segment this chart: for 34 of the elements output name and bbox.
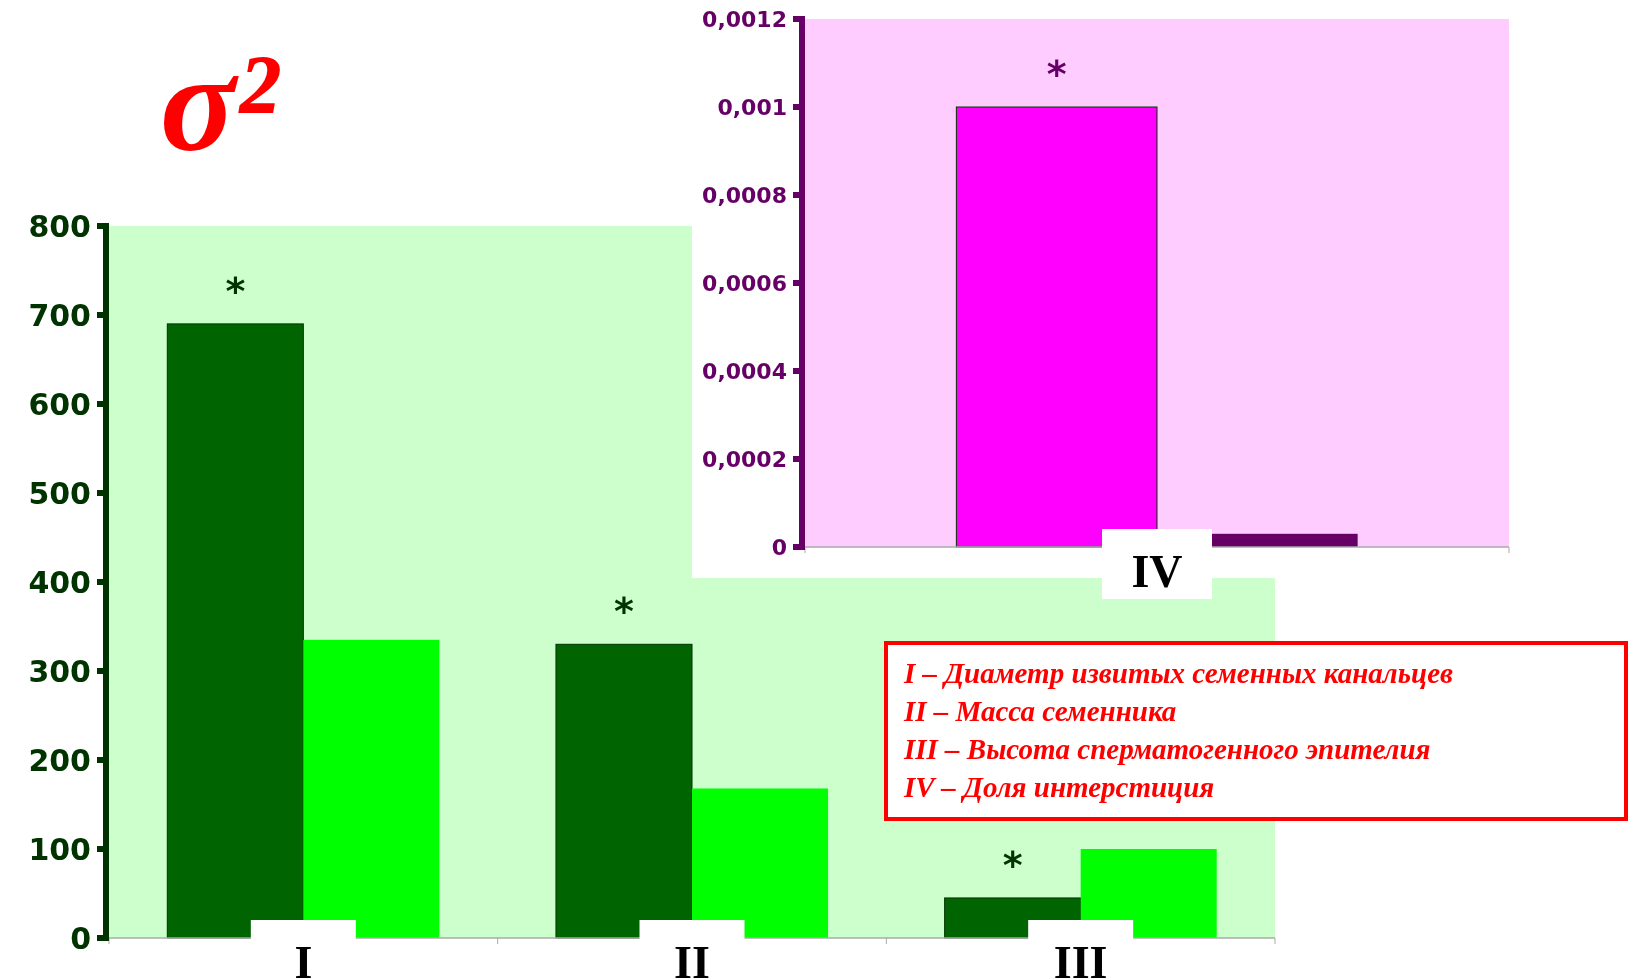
annotation: *: [1002, 842, 1023, 887]
y-tick-label: 100: [28, 831, 91, 867]
y-tick-label: 0,0012: [702, 6, 787, 32]
x-tick-label: II: [674, 937, 710, 978]
annotation: *: [1046, 52, 1067, 96]
bar: [1080, 849, 1217, 938]
bar: [303, 639, 440, 938]
x-tick-label: I: [294, 937, 313, 978]
bar: [166, 323, 304, 939]
x-tick-label: III: [1053, 937, 1108, 978]
y-tick-label: 0: [70, 920, 91, 956]
y-tick-label: 0,0006: [702, 270, 787, 296]
y-tick-label: 300: [28, 653, 91, 689]
annotation: IV – Доля интерстиция: [903, 771, 1215, 803]
annotation: *: [225, 268, 246, 313]
y-tick-label: 0,0004: [702, 358, 787, 384]
y-tick-label: 200: [28, 742, 91, 778]
bar: [555, 643, 693, 939]
chart-title: σ²: [160, 25, 281, 180]
y-tick-label: 700: [28, 297, 91, 333]
annotation: *: [614, 589, 635, 634]
y-tick-label: 0: [771, 534, 787, 560]
bar: [692, 788, 829, 938]
y-tick-label: 0,001: [717, 94, 787, 120]
y-tick-label: 600: [28, 386, 91, 422]
annotation: I – Диаметр извитых семенных канальцев: [903, 657, 1453, 689]
y-tick-label: 500: [28, 475, 91, 511]
annotation: II – Масса семенника: [903, 695, 1177, 727]
y-tick-label: 0,0002: [702, 446, 787, 472]
y-tick-label: 800: [28, 208, 91, 244]
x-tick-label: IV: [1131, 546, 1183, 597]
y-tick-label: 0,0008: [702, 182, 787, 208]
annotation: III – Высота сперматогенного эпителия: [903, 733, 1431, 765]
y-tick-label: 400: [28, 564, 91, 600]
